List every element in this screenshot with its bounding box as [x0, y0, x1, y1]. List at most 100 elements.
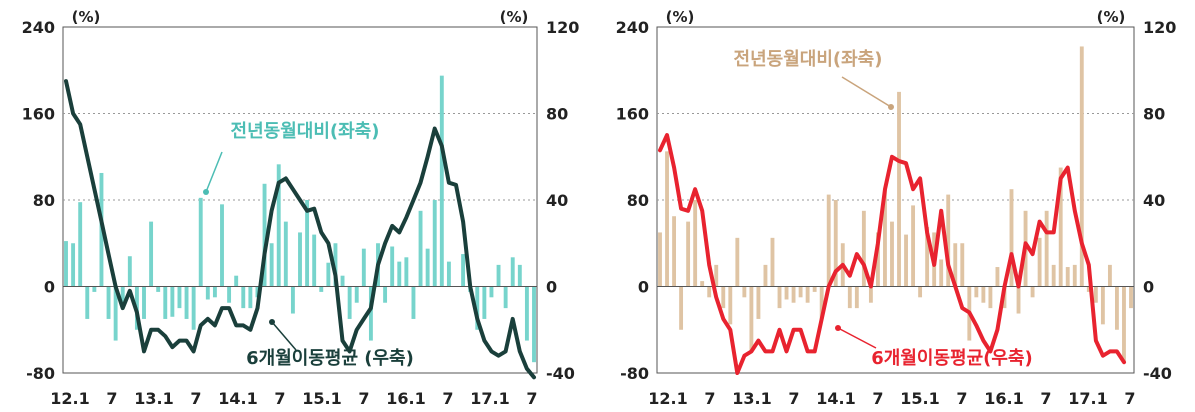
- bar: [960, 243, 964, 286]
- bar: [241, 287, 245, 309]
- bar: [199, 198, 203, 287]
- y-tick-label-left: 240: [616, 18, 649, 37]
- bar: [71, 243, 75, 286]
- x-tick-label: 16.1: [984, 389, 1023, 408]
- bar: [1108, 265, 1112, 287]
- bar: [390, 246, 394, 286]
- bar: [1094, 287, 1098, 303]
- bar: [778, 287, 782, 309]
- y-tick-label-left: 0: [638, 278, 649, 297]
- y-tick-label-right: -40: [1143, 364, 1172, 383]
- bar: [206, 287, 210, 300]
- line-label-arrowhead: [835, 325, 841, 331]
- bar: [326, 263, 330, 287]
- x-tick-label: 7: [1040, 389, 1051, 408]
- bar: [974, 287, 978, 298]
- bar: [178, 287, 182, 309]
- line-label-arrow: [272, 322, 296, 350]
- bar: [890, 222, 894, 287]
- bar: [1031, 287, 1035, 298]
- bar: [305, 200, 309, 287]
- bar-label-arrow: [206, 152, 222, 192]
- bar: [319, 287, 323, 292]
- bar: [728, 287, 732, 325]
- line-series-label: 6개월이동평균 (우축): [246, 348, 414, 369]
- line-label-arrowhead: [269, 319, 275, 325]
- bar: [192, 287, 196, 330]
- bar: [518, 265, 522, 287]
- y-tick-label-right: 80: [546, 105, 568, 124]
- bar: [362, 249, 366, 287]
- bar: [426, 249, 430, 287]
- y-tick-label-left: -80: [620, 364, 649, 383]
- x-tick-label: 12.1: [50, 389, 89, 408]
- bar: [511, 257, 515, 286]
- bar-series-label: 전년동월대비(좌축): [734, 49, 883, 70]
- bar: [1038, 238, 1042, 287]
- bar: [679, 287, 683, 330]
- line-series-label: 6개월이동평균(우축): [871, 348, 1032, 369]
- bar: [988, 287, 992, 309]
- y-tick-label-left: 80: [627, 191, 649, 210]
- bar: [156, 287, 160, 292]
- bar: [1073, 265, 1077, 287]
- bar: [981, 287, 985, 303]
- y-tick-label-right: -40: [546, 364, 575, 383]
- bar: [163, 287, 167, 319]
- bar: [911, 205, 915, 286]
- bar: [170, 287, 174, 317]
- bar: [1017, 287, 1021, 314]
- bar: [107, 287, 111, 319]
- bar: [1052, 265, 1056, 287]
- bar: [92, 287, 96, 292]
- bar: [341, 276, 345, 287]
- y-tick-label-right: 40: [1143, 191, 1165, 210]
- bar: [904, 235, 908, 287]
- bar-label-arrowhead: [888, 104, 894, 110]
- bar: [397, 262, 401, 287]
- bar: [234, 276, 238, 287]
- y-tick-label-left: 160: [22, 105, 55, 124]
- bar: [419, 211, 423, 287]
- bar: [312, 235, 316, 287]
- bar: [855, 287, 859, 309]
- bar-series-label: 전년동월대비(좌축): [231, 121, 380, 142]
- x-tick-label: 7: [872, 389, 883, 408]
- bar: [149, 222, 153, 287]
- bar: [686, 222, 690, 287]
- bar: [270, 243, 274, 286]
- y-axis-unit-left: (%): [72, 8, 101, 26]
- y-tick-label-left: 0: [44, 278, 55, 297]
- x-tick-label: 15.1: [900, 389, 939, 408]
- y-tick-label-right: 120: [546, 18, 579, 37]
- bar: [869, 287, 873, 303]
- bar: [707, 287, 711, 298]
- x-tick-label: 14.1: [218, 389, 257, 408]
- x-tick-label: 13.1: [134, 389, 173, 408]
- y-axis-unit-right: (%): [500, 8, 529, 26]
- bar: [248, 287, 252, 309]
- bar: [213, 287, 217, 298]
- bar: [142, 287, 146, 319]
- x-tick-label: 7: [274, 389, 285, 408]
- x-tick-label: 7: [358, 389, 369, 408]
- x-tick-label: 7: [106, 389, 117, 408]
- x-tick-label: 16.1: [386, 389, 425, 408]
- bar: [490, 287, 494, 298]
- bar: [482, 287, 486, 319]
- bar: [461, 254, 465, 286]
- y-tick-label-right: 120: [1143, 18, 1176, 37]
- x-tick-label: 7: [704, 389, 715, 408]
- bar: [532, 287, 536, 363]
- bar-label-arrowhead: [203, 189, 209, 195]
- y-tick-label-left: 160: [616, 105, 649, 124]
- bar: [735, 238, 739, 287]
- x-tick-label: 7: [956, 389, 967, 408]
- bar: [185, 287, 189, 319]
- bar: [672, 216, 676, 286]
- bar: [348, 287, 352, 319]
- y-axis-unit-right: (%): [1097, 8, 1126, 26]
- bar: [827, 195, 831, 287]
- bar: [284, 222, 288, 287]
